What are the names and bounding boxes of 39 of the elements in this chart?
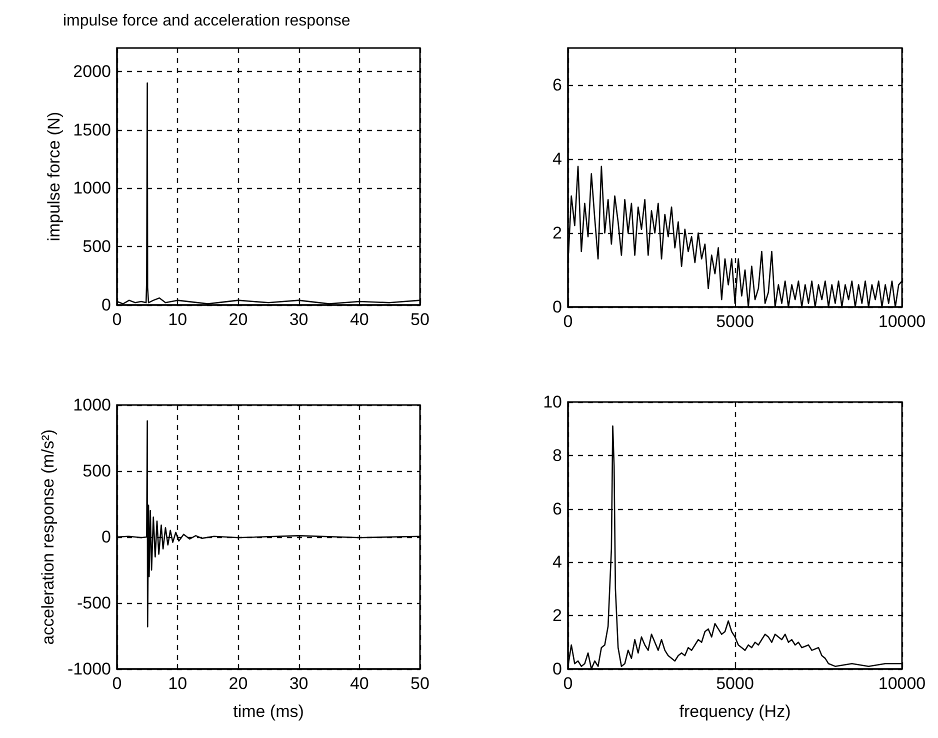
y-tick-label: 1000 <box>73 396 111 414</box>
y-tick-label: 4 <box>552 150 562 168</box>
y-tick-label: 6 <box>552 76 562 94</box>
y-axis-title: acceleration response (m/s²) <box>38 429 58 645</box>
x-tick-label: 10000 <box>878 312 926 331</box>
y-tick-label: 1000 <box>73 178 111 198</box>
x-tick-label: 30 <box>289 310 308 329</box>
y-tick-label: 1500 <box>73 120 111 140</box>
x-tick-label: 10 <box>168 310 188 329</box>
y-tick-label: 0 <box>102 528 111 546</box>
y-tick-label: 2000 <box>73 62 111 81</box>
y-tick-label: 0 <box>552 660 562 678</box>
x-axis-title: frequency (Hz) <box>679 702 791 721</box>
x-tick-label: 10000 <box>878 674 926 693</box>
y-tick-label: -500 <box>76 594 111 612</box>
x-tick-label: 5000 <box>716 312 754 331</box>
y-tick-label: 6 <box>552 499 562 518</box>
x-tick-label: 10 <box>168 674 188 693</box>
x-tick-label: 20 <box>228 310 248 329</box>
y-tick-label: 10 <box>543 392 562 412</box>
x-tick-label: 30 <box>289 674 308 693</box>
x-tick-label: 5000 <box>716 674 754 693</box>
y-tick-label: 2 <box>552 606 562 626</box>
x-axis-title: time (ms) <box>233 702 304 721</box>
y-tick-label: 500 <box>82 237 111 256</box>
x-tick-label: 50 <box>410 674 430 693</box>
y-axis-title: impulse force (N) <box>44 112 64 242</box>
y-tick-label: 4 <box>552 552 562 572</box>
y-tick-label: -1000 <box>68 660 111 678</box>
y-tick-label: 8 <box>552 446 562 465</box>
y-tick-label: 500 <box>82 462 111 480</box>
x-tick-label: 50 <box>410 310 430 329</box>
y-tick-label: 2 <box>552 224 562 242</box>
chart-title: impulse force and acceleration response <box>63 12 350 30</box>
y-tick-label: 0 <box>102 296 111 314</box>
x-tick-label: 20 <box>228 674 248 693</box>
x-tick-label: 40 <box>350 674 369 693</box>
y-tick-label: 0 <box>552 298 562 316</box>
x-tick-label: 40 <box>350 310 369 329</box>
